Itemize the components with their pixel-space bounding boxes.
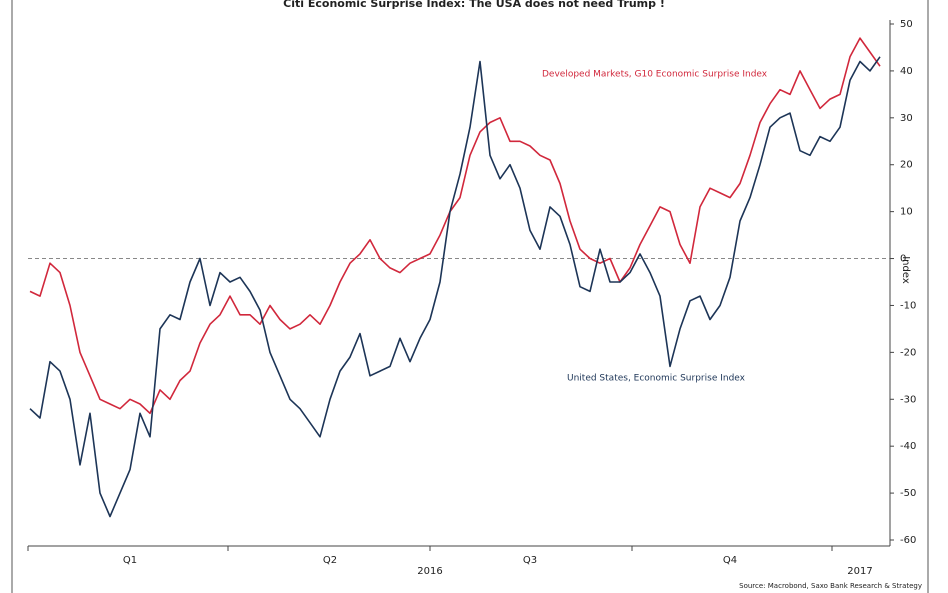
series-label: Developed Markets, G10 Economic Surprise… <box>542 70 768 80</box>
x-year-label: 2017 <box>847 566 872 577</box>
y-tick-label: -20 <box>900 347 916 358</box>
y-tick-label: 20 <box>900 160 913 171</box>
x-tick-marks <box>27 546 833 551</box>
x-tick-label: Q2 <box>323 555 337 566</box>
series-line <box>29 56 881 518</box>
y-tick-label: 40 <box>900 66 913 77</box>
source: Source: Macrobond, Saxo Bank Research & … <box>739 582 922 590</box>
x-tick-label: Q3 <box>523 555 537 566</box>
y-tick-label: -60 <box>900 535 916 546</box>
series-line <box>29 37 881 415</box>
y-tick-label: -10 <box>900 300 916 311</box>
series-label: United States, Economic Surprise Index <box>567 374 746 384</box>
y-tick-label: 0 <box>900 254 906 265</box>
chart-title: Citi Economic Surprise Index: The USA do… <box>283 0 665 10</box>
y-axis-label: Index <box>900 256 911 284</box>
y-tick-label: 30 <box>900 113 913 124</box>
y-tick-label: -30 <box>900 394 916 405</box>
y-tick-label: 50 <box>900 19 913 30</box>
x-year-label: 2016 <box>417 566 442 577</box>
frame <box>11 0 929 593</box>
x-tick-label: Q4 <box>723 555 737 566</box>
y-tick-label: 10 <box>900 207 913 218</box>
x-tick-label: Q1 <box>123 555 137 566</box>
y-tick-label: -40 <box>900 441 916 452</box>
y-tick-label: -50 <box>900 488 916 499</box>
